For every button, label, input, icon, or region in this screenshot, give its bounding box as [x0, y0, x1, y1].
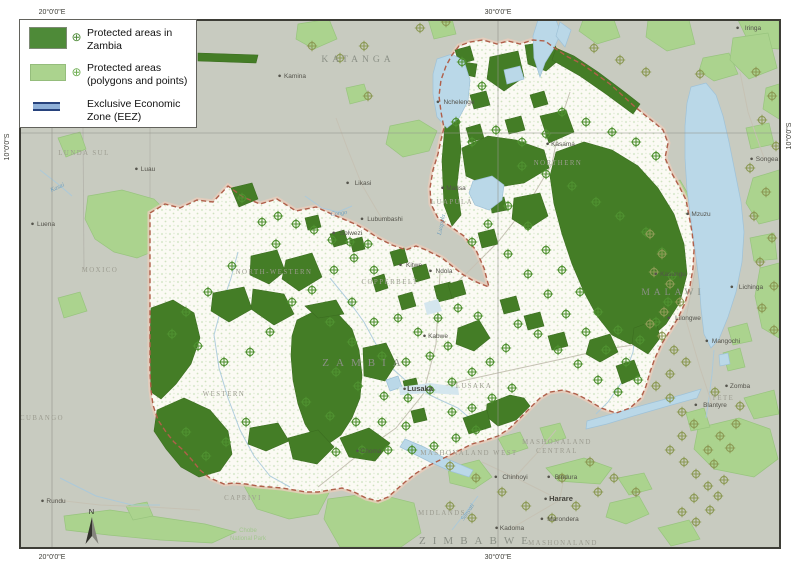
svg-text:MOXICO: MOXICO [82, 267, 119, 274]
svg-text:Iringa: Iringa [745, 25, 762, 32]
svg-text:Lichinga: Lichinga [739, 284, 764, 291]
svg-text:Likasi: Likasi [355, 180, 372, 187]
svg-text:MALAWI: MALAWI [641, 288, 704, 298]
svg-text:Chobe: Chobe [239, 528, 257, 534]
svg-text:Ndola: Ndola [436, 268, 453, 275]
legend-item-protected-zambia: ⊕ Protected areas in Zambia [26, 27, 190, 53]
legend-item-eez: Exclusive Economic Zone (EEZ) [26, 98, 190, 124]
svg-text:CUBANGO: CUBANGO [20, 415, 64, 422]
svg-text:Nchelenge: Nchelenge [443, 99, 474, 106]
legend-label-protected-other: Protected areas (polygons and points) [87, 62, 188, 88]
svg-text:Luau: Luau [141, 166, 156, 173]
zambia-border-dashed [149, 39, 695, 502]
svg-text:20°0'0"E: 20°0'0"E [39, 8, 66, 16]
svg-text:Kabwe: Kabwe [428, 333, 448, 340]
svg-text:NORTHERN: NORTHERN [534, 160, 583, 167]
svg-text:Zomba: Zomba [730, 383, 751, 390]
svg-text:Lusaka: Lusaka [407, 384, 434, 393]
svg-text:LUSAKA: LUSAKA [456, 383, 493, 390]
svg-text:Chinhoyi: Chinhoyi [502, 474, 527, 481]
svg-text:Mzuzu: Mzuzu [691, 211, 711, 218]
protected-point-markers-outside [306, 21, 779, 528]
svg-text:Solwezi: Solwezi [340, 230, 362, 237]
svg-text:LUAPULA: LUAPULA [431, 199, 473, 206]
protected-areas-zambia-layer [149, 40, 688, 478]
map-frame [19, 19, 781, 549]
lakes-layer [385, 21, 745, 478]
svg-text:ZIMBABWE: ZIMBABWE [419, 535, 535, 547]
graticule-labels: 20°0'0"E 30°0'0"E 20°0'0"E 30°0'0"E 10°0'0"S… [3, 8, 793, 561]
svg-text:Rundu: Rundu [46, 498, 66, 505]
eez-line-swatch [33, 101, 60, 111]
svg-text:Luapula: Luapula [436, 214, 447, 237]
legend-label-eez: Exclusive Economic Zone (EEZ) [87, 97, 181, 123]
svg-text:MASHONALAND WEST: MASHONALAND WEST [420, 450, 517, 457]
north-arrow: N [85, 507, 99, 544]
svg-text:10°0'0"S: 10°0'0"S [3, 133, 11, 160]
protected-areas-outside-layer [57, 21, 779, 548]
protected-point-markers-zambia [166, 56, 678, 462]
map-legend: ⊕ Protected areas in Zambia ⊕ Protected … [19, 19, 197, 128]
svg-text:10°0'0"S: 10°0'0"S [785, 122, 793, 149]
svg-text:Kadoma: Kadoma [500, 525, 525, 532]
svg-text:Lubumbashi: Lubumbashi [367, 216, 402, 223]
svg-text:CENTRAL: CENTRAL [536, 448, 578, 455]
svg-text:Bindura: Bindura [555, 474, 578, 481]
svg-text:20°0'0"E: 20°0'0"E [39, 553, 66, 561]
svg-text:Mangochi: Mangochi [712, 338, 740, 345]
svg-text:Blantyre: Blantyre [703, 402, 727, 409]
svg-text:MASHONALAND: MASHONALAND [528, 540, 598, 547]
legend-item-protected-other: ⊕ Protected areas (polygons and points) [26, 62, 190, 88]
svg-text:Songea: Songea [756, 156, 779, 163]
svg-text:LUNDA SUL: LUNDA SUL [58, 150, 109, 157]
svg-text:WESTERN: WESTERN [203, 391, 246, 398]
svg-text:Mansa: Mansa [446, 185, 466, 192]
svg-text:NORTH-WESTERN: NORTH-WESTERN [236, 269, 313, 276]
svg-text:CAPRIVI: CAPRIVI [224, 495, 262, 502]
svg-text:TETE: TETE [712, 395, 735, 402]
svg-text:ZAMBIA: ZAMBIA [322, 357, 407, 369]
svg-text:30°0'0"E: 30°0'0"E [485, 8, 512, 16]
map-labels-layer: ZAMBIA MALAWI ZIMBABWE KATANGA LUNDA SUL MOXI… [20, 25, 779, 547]
svg-text:MIDLANDS: MIDLANDS [418, 510, 466, 517]
svg-text:Harare: Harare [549, 494, 573, 503]
svg-text:KATANGA: KATANGA [321, 55, 394, 65]
light-green-area-swatch [30, 64, 66, 82]
svg-text:Choma: Choma [361, 448, 382, 455]
svg-text:Kasama: Kasama [551, 141, 575, 148]
svg-text:COPPERBELT: COPPERBELT [361, 279, 418, 286]
legend-label-protected-zambia: Protected areas in Zambia [87, 27, 173, 53]
svg-text:Marondera: Marondera [547, 516, 579, 523]
svg-text:Kitwe: Kitwe [406, 262, 422, 269]
svg-text:Luena: Luena [37, 221, 55, 228]
svg-text:MASHONALAND: MASHONALAND [522, 439, 592, 446]
svg-text:National Park: National Park [230, 536, 267, 542]
dark-green-area-swatch [29, 27, 67, 49]
map-layers: ZAMBIA MALAWI ZIMBABWE KATANGA LUNDA SUL MOXI… [20, 21, 779, 548]
svg-text:Kasungu: Kasungu [660, 271, 686, 278]
svg-text:Congo: Congo [330, 209, 348, 218]
svg-text:30°0'0"E: 30°0'0"E [485, 553, 512, 561]
protected-point-icon: ⊕ [71, 30, 82, 44]
svg-text:Kamina: Kamina [284, 73, 306, 80]
svg-text:Lilongwe: Lilongwe [675, 315, 701, 322]
svg-text:N: N [89, 507, 94, 516]
protected-point-icon: ⊕ [71, 65, 82, 80]
